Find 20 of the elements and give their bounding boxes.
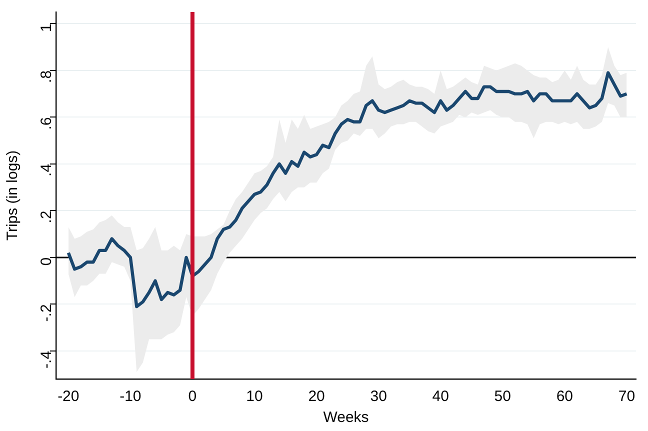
y-tick-label: .8 bbox=[38, 70, 56, 83]
x-tick-label: 10 bbox=[246, 388, 263, 406]
x-tick-label: 20 bbox=[308, 388, 325, 406]
x-tick-label: 60 bbox=[556, 388, 574, 406]
y-tick-label: .4 bbox=[38, 164, 56, 176]
x-tick-label: -10 bbox=[120, 388, 142, 406]
y-tick-label: .6 bbox=[38, 117, 56, 130]
x-tick-label: 70 bbox=[618, 388, 636, 406]
x-tick-label: 50 bbox=[494, 388, 511, 406]
x-tick-label: 0 bbox=[188, 388, 197, 406]
y-tick-label: -.4 bbox=[38, 350, 56, 368]
x-tick-label: 40 bbox=[432, 388, 449, 406]
x-axis-title: Weeks bbox=[323, 409, 369, 426]
y-tick-label: 1 bbox=[38, 24, 56, 32]
y-tick-label: .2 bbox=[38, 210, 56, 224]
y-tick-label: -.2 bbox=[38, 304, 56, 322]
y-tick-label: 0 bbox=[38, 257, 56, 266]
y-axis-title: Trips (in logs) bbox=[4, 150, 22, 241]
x-tick-label: -20 bbox=[58, 388, 80, 406]
x-tick-label: 30 bbox=[370, 388, 387, 406]
